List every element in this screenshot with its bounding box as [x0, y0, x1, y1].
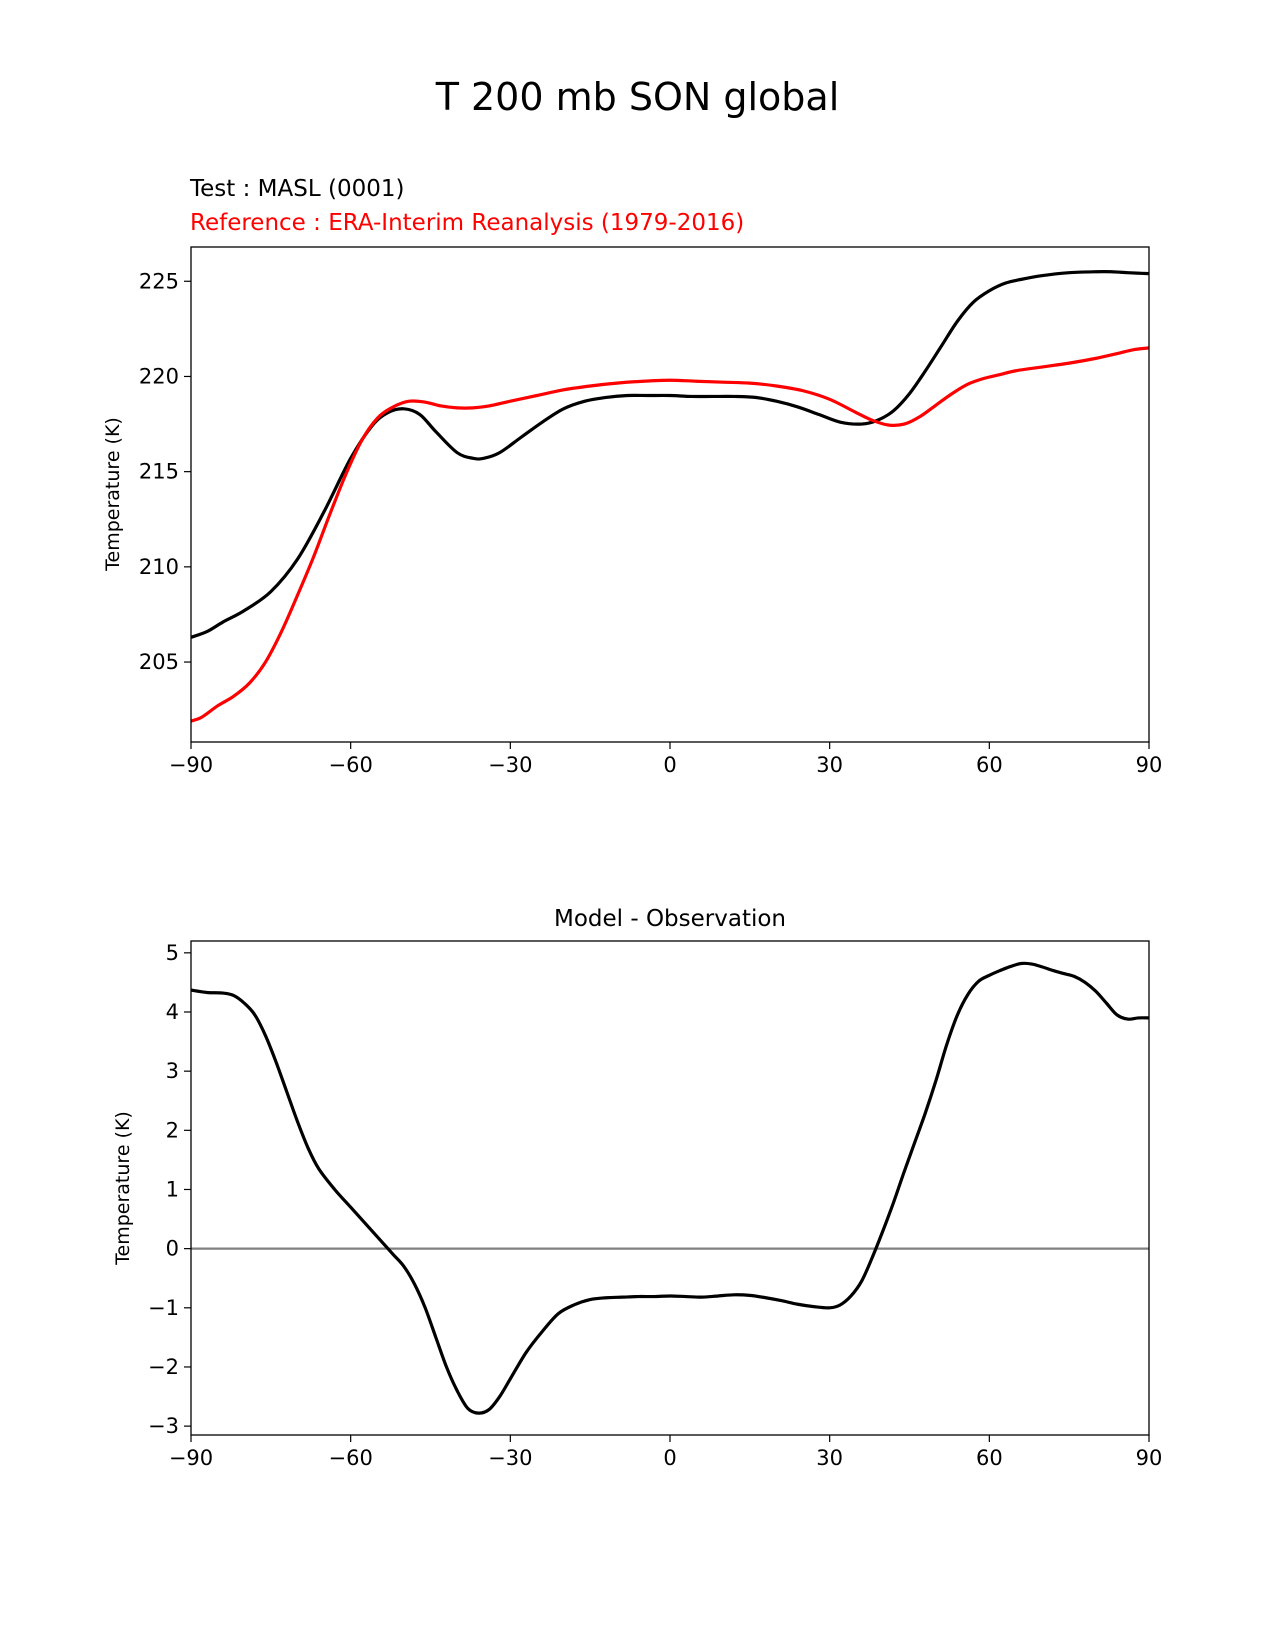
bottom-panel: Model - Observation Temperature (K) −90−…	[112, 906, 1162, 1470]
y-tick-label: 220	[139, 364, 179, 388]
reference-title: Reference : ERA-Interim Reanalysis (1979…	[190, 210, 744, 236]
x-tick-label: −60	[329, 753, 373, 777]
bottom-axes-frame	[190, 940, 1150, 1436]
test-title: Test : MASL (0001)	[189, 176, 404, 202]
x-tick-label: −90	[169, 753, 213, 777]
y-tick-label: 210	[139, 555, 179, 579]
x-tick-label: 30	[816, 753, 843, 777]
x-tick-label: 60	[976, 753, 1003, 777]
x-tick-label: 60	[976, 1446, 1003, 1470]
x-tick-label: 30	[816, 1446, 843, 1470]
top-y-axis-label: Temperature (K)	[102, 417, 124, 572]
series-line-0	[191, 961, 1149, 1415]
x-tick-label: 90	[1136, 1446, 1163, 1470]
y-tick-label: 225	[139, 269, 179, 293]
bottom-plot-area: −90 −60 −30 0 30 60 90 5 4 3 2 1 0 −1 −2 −3	[148, 941, 1162, 1470]
x-tick-label: 90	[1136, 753, 1163, 777]
y-tick-label: −3	[148, 1414, 179, 1438]
x-tick-label: 0	[663, 753, 676, 777]
x-tick-label: −90	[169, 1446, 213, 1470]
x-tick-label: −30	[488, 753, 532, 777]
y-tick-label: 215	[139, 460, 179, 484]
top-plot-area: −90 −60 −30 0 30 60 90 205 210 215 220 225	[139, 269, 1162, 777]
figure-title: T 200 mb SON global	[435, 75, 840, 119]
y-tick-label: 5	[166, 941, 179, 965]
y-tick-label: 0	[166, 1237, 179, 1261]
bottom-y-axis-label: Temperature (K)	[112, 1111, 134, 1266]
y-tick-label: −2	[148, 1355, 179, 1379]
x-tick-label: 0	[663, 1446, 676, 1470]
y-tick-label: 205	[139, 650, 179, 674]
y-tick-label: 3	[166, 1059, 179, 1083]
y-tick-label: 4	[166, 1000, 179, 1024]
top-axes-frame	[190, 246, 1150, 743]
series-line-1	[191, 346, 1149, 723]
y-tick-label: −1	[148, 1296, 179, 1320]
y-tick-label: 2	[166, 1118, 179, 1142]
y-tick-label: 1	[166, 1177, 179, 1201]
x-tick-label: −30	[488, 1446, 532, 1470]
series-line-0	[191, 270, 1149, 639]
bottom-title: Model - Observation	[554, 906, 786, 932]
top-panel: Test : MASL (0001) Reference : ERA-Inter…	[102, 176, 1162, 777]
x-tick-label: −60	[329, 1446, 373, 1470]
